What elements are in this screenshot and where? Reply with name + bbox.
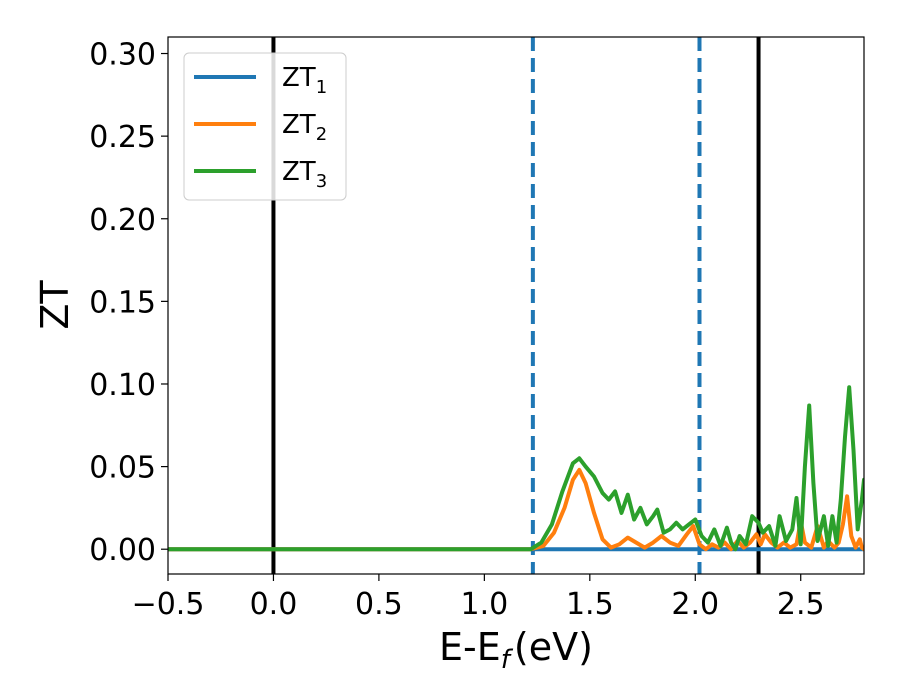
legend-label-1: ZT1 — [282, 63, 327, 98]
x-tick-label: 2.5 — [777, 587, 825, 622]
y-tick-label: 0.30 — [89, 38, 156, 73]
legend-box — [183, 52, 347, 201]
y-tick-label: 0.25 — [89, 120, 156, 155]
y-tick-label: 0.00 — [89, 533, 156, 568]
x-tick-label: −0.5 — [132, 587, 205, 622]
y-axis-ticks: 0.00 0.05 0.10 0.15 0.20 0.25 0.30 — [89, 38, 168, 568]
y-tick-label: 0.20 — [89, 203, 156, 238]
x-tick-label: 0.5 — [355, 587, 403, 622]
legend-label-3: ZT3 — [282, 157, 327, 192]
x-tick-label: 0.0 — [250, 587, 298, 622]
x-tick-label: 1.5 — [566, 587, 614, 622]
x-tick-label: 1.0 — [461, 587, 509, 622]
x-axis-ticks: −0.5 0.0 0.5 1.0 1.5 2.0 2.5 — [132, 574, 825, 622]
series-lines — [168, 385, 864, 552]
legend-label-2: ZT2 — [282, 110, 327, 145]
y-axis-title: ZT — [33, 280, 77, 330]
y-tick-label: 0.05 — [89, 451, 156, 486]
y-tick-label: 0.10 — [89, 368, 156, 403]
plot-frame — [167, 36, 865, 575]
x-axis-title: E-Ef (eV) — [439, 625, 593, 675]
x-tick-label: 2.0 — [671, 587, 719, 622]
y-tick-label: 0.15 — [89, 285, 156, 320]
legend: ZT1 ZT2 ZT3 — [183, 52, 347, 201]
series-line-3 — [168, 385, 864, 552]
